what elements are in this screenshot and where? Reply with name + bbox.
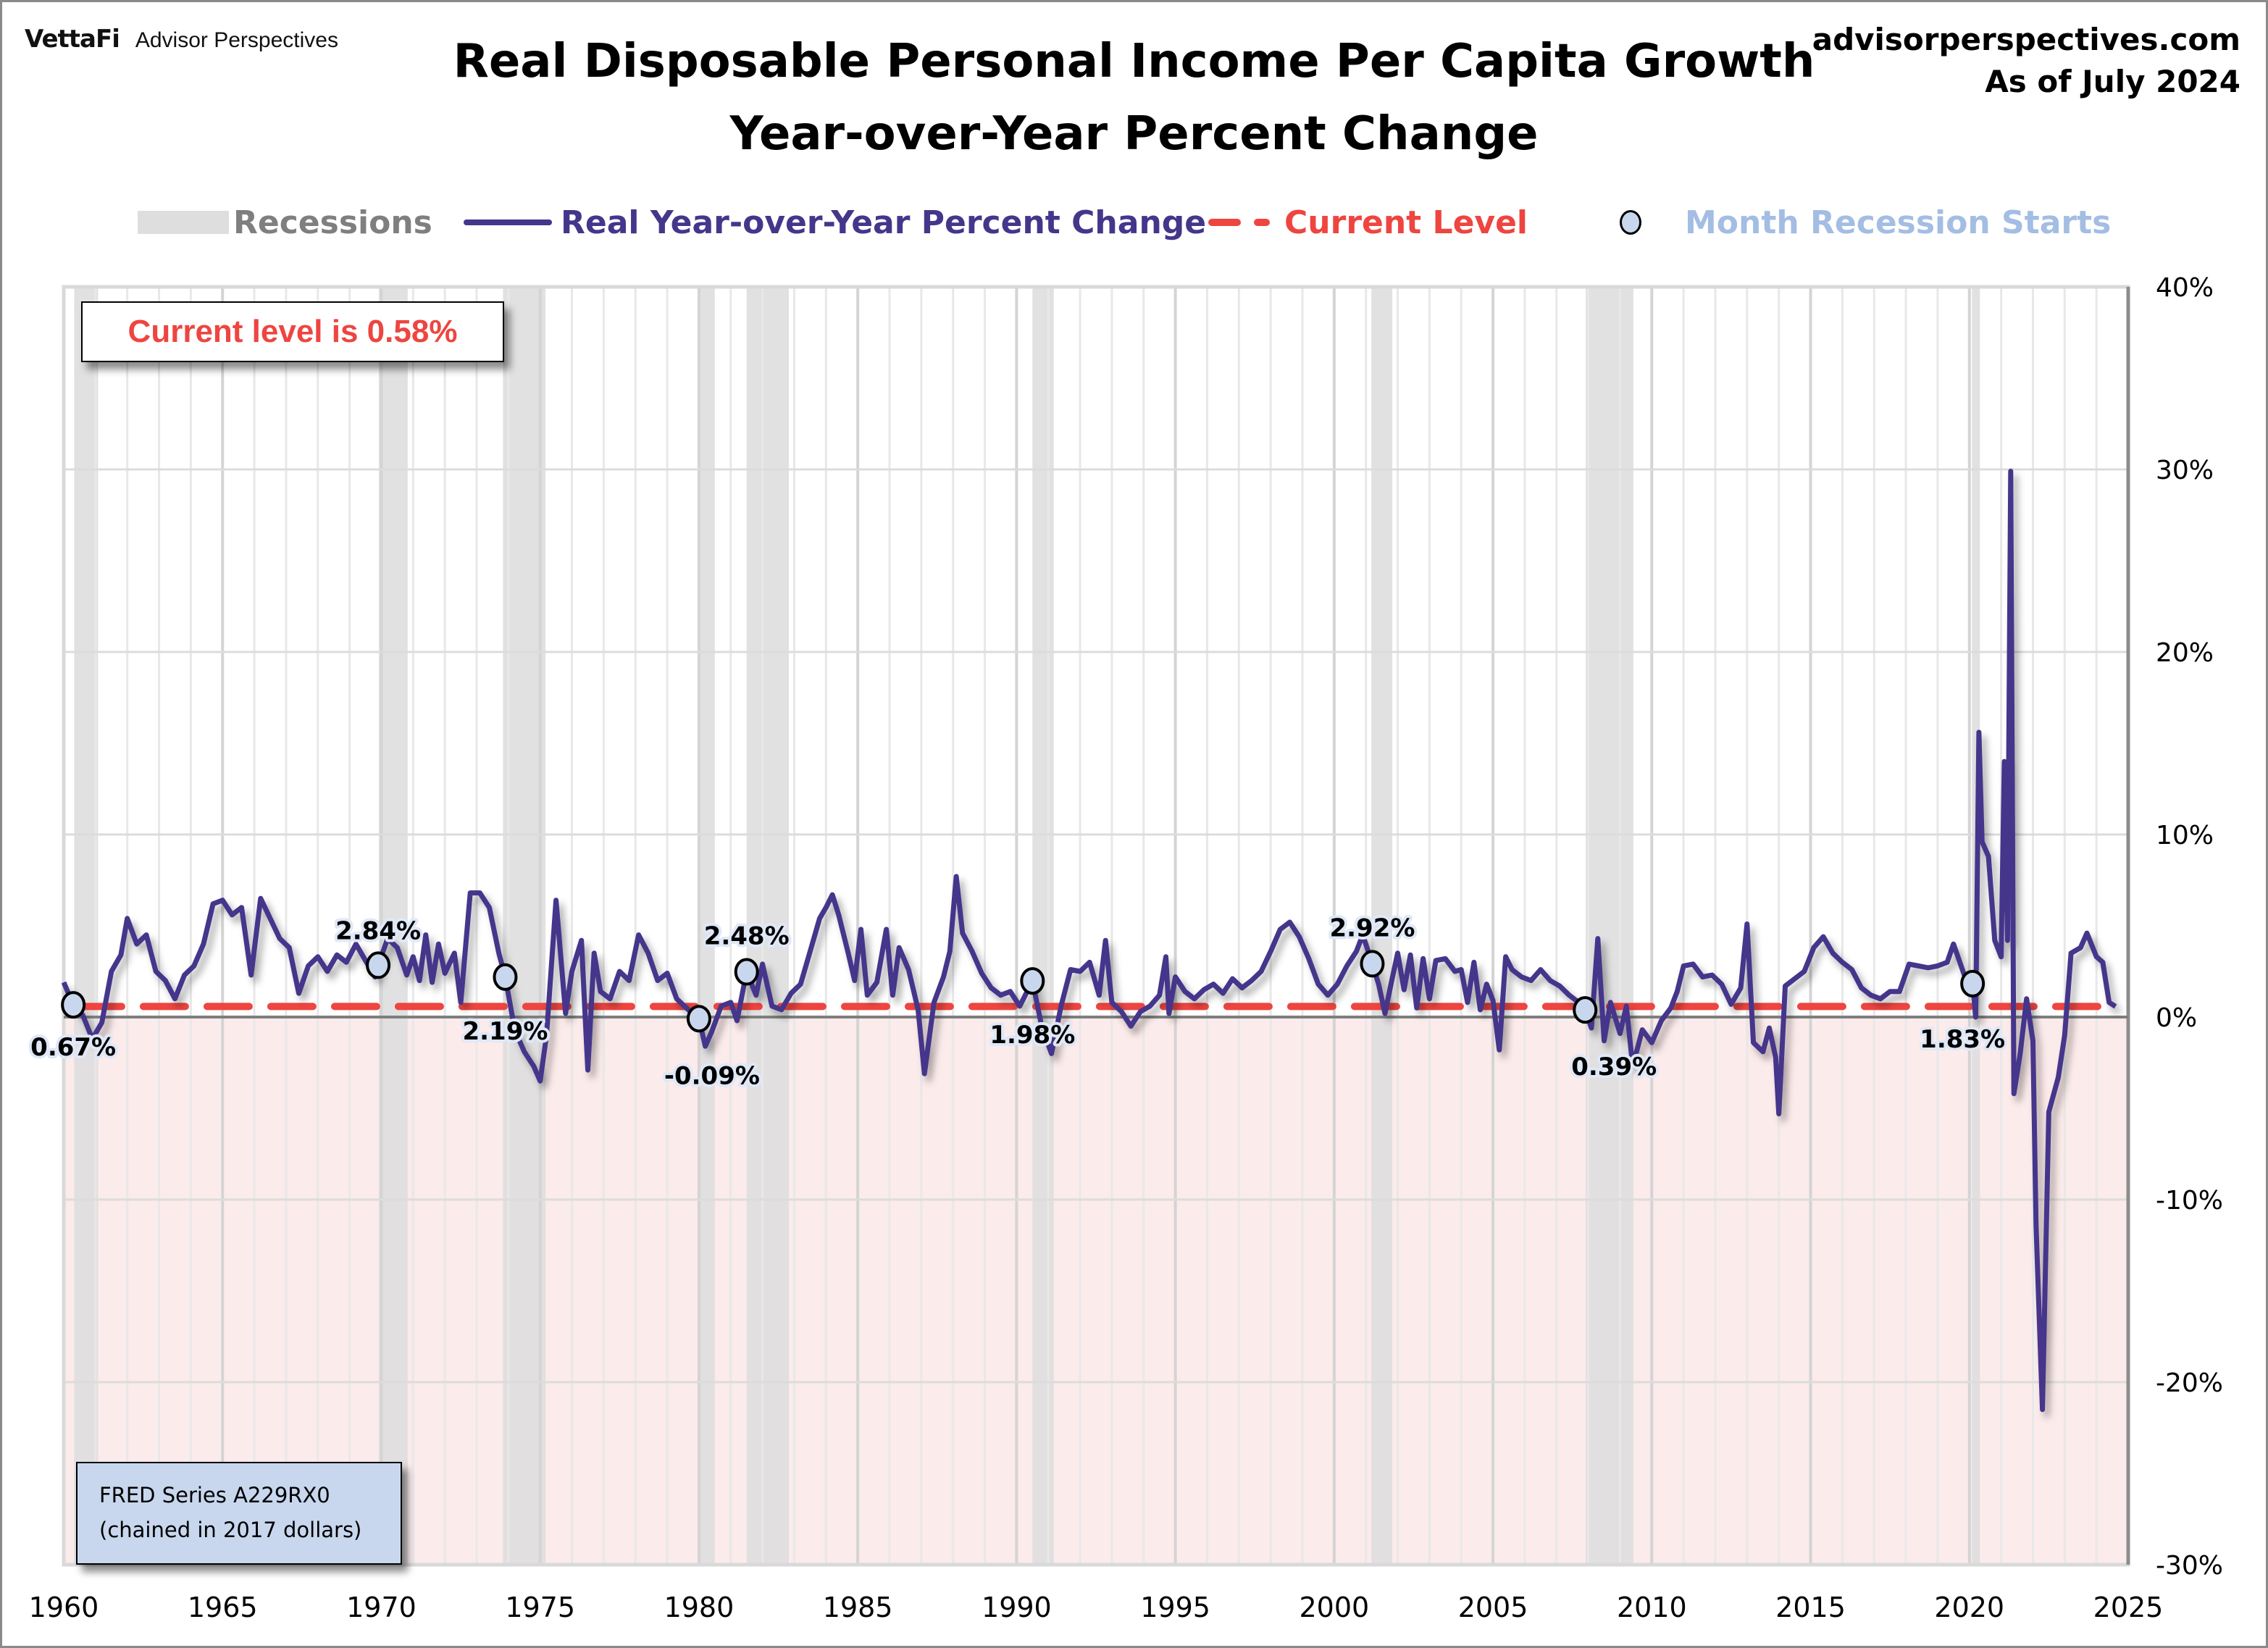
x-tick-label: 2000 <box>1299 1591 1369 1623</box>
recession-start-label: 0.39% <box>1571 1053 1657 1082</box>
recession-start-marker <box>686 1005 711 1033</box>
y-tick-label: -30% <box>2156 1551 2223 1581</box>
x-tick-label: 2020 <box>1934 1591 2004 1623</box>
x-tick-label: 1985 <box>823 1591 893 1623</box>
legend-label-recessions: Recessions <box>233 204 432 241</box>
y-tick-label: -10% <box>2156 1186 2223 1216</box>
y-tick-label: 40% <box>2156 273 2214 303</box>
legend-item-recession-start: Month Recession Starts <box>1620 197 2111 248</box>
x-tick-label: 2005 <box>1458 1591 1528 1623</box>
legend-item-recessions: Recessions <box>138 197 432 248</box>
recession-band <box>503 287 546 1565</box>
site-info: advisorperspectives.com As of July 2024 <box>1812 19 2240 103</box>
recession-band <box>1032 287 1054 1565</box>
legend-swatch-recessions <box>138 211 229 234</box>
recession-start-marker <box>493 963 518 991</box>
x-tick-label: 2015 <box>1775 1591 1846 1623</box>
source-note: FRED Series A229RX0 (chained in 2017 dol… <box>76 1462 402 1565</box>
negative-zone <box>64 1017 2128 1565</box>
legend-label-series: Real Year-over-Year Percent Change <box>561 204 1207 241</box>
recession-start-label: -0.09% <box>664 1061 760 1090</box>
recession-start-marker <box>1020 967 1045 995</box>
legend: Recessions Real Year-over-Year Percent C… <box>0 197 2268 248</box>
recession-start-label: 2.92% <box>1329 913 1415 942</box>
x-tick-label: 1980 <box>664 1591 735 1623</box>
legend-item-current-level: Current Level <box>1208 197 1528 248</box>
site-url: advisorperspectives.com <box>1812 22 2240 57</box>
recession-start-marker <box>61 991 86 1019</box>
x-tick-label: 1970 <box>346 1591 417 1623</box>
legend-swatch-series <box>464 219 552 225</box>
brand-name: Advisor Perspectives <box>135 28 338 52</box>
recession-band <box>746 287 790 1565</box>
as-of-date: As of July 2024 <box>1985 64 2240 99</box>
recession-start-label: 1.83% <box>1920 1025 2005 1054</box>
y-tick-label: 30% <box>2156 456 2214 485</box>
recession-start-marker <box>1960 969 1985 997</box>
recession-start-marker <box>734 958 759 986</box>
chart-subtitle: Year-over-Year Percent Change <box>729 107 1539 161</box>
x-tick-label: 2025 <box>2093 1591 2164 1623</box>
series-line <box>61 469 2117 1413</box>
x-tick-label: 1990 <box>982 1591 1052 1623</box>
x-tick-label: 1965 <box>188 1591 258 1623</box>
x-tick-label: 1975 <box>505 1591 575 1623</box>
recession-start-marker <box>1360 950 1385 978</box>
recession-start-label: 2.84% <box>335 916 421 945</box>
source-series: FRED Series A229RX0 <box>99 1483 330 1507</box>
x-tick-label: 1960 <box>29 1591 99 1623</box>
y-tick-label: 20% <box>2156 638 2214 668</box>
recession-start-label: 0.67% <box>30 1033 116 1062</box>
recession-start-label: 2.48% <box>704 922 790 951</box>
y-tick-label: -20% <box>2156 1368 2223 1398</box>
brand: VettaFi Advisor Perspectives <box>25 25 338 54</box>
recession-band <box>74 287 99 1565</box>
recession-band <box>1371 287 1393 1565</box>
legend-label-current-level: Current Level <box>1284 204 1528 241</box>
legend-label-recession-start: Month Recession Starts <box>1685 204 2112 241</box>
chart-title: Real Disposable Personal Income Per Capi… <box>453 35 1815 88</box>
recession-start-label: 2.19% <box>462 1017 548 1046</box>
recession-start-marker <box>1573 996 1598 1024</box>
legend-swatch-current-level <box>1208 219 1241 226</box>
recession-start-marker <box>366 951 391 979</box>
recession-band <box>378 287 408 1565</box>
current-level-callout: Current level is 0.58% <box>81 301 504 362</box>
recession-start-label: 1.98% <box>989 1021 1075 1050</box>
recession-band <box>1586 287 1633 1565</box>
legend-item-series: Real Year-over-Year Percent Change <box>464 197 1206 248</box>
x-tick-label: 2010 <box>1617 1591 1687 1623</box>
source-units: (chained in 2017 dollars) <box>99 1518 362 1542</box>
x-tick-label: 1995 <box>1140 1591 1210 1623</box>
y-tick-label: 0% <box>2156 1003 2197 1033</box>
legend-marker-circle-icon <box>1620 210 1641 235</box>
legend-swatch-current-level-dash <box>1254 219 1270 226</box>
recession-band <box>698 287 715 1565</box>
vettafi-logo: VettaFi <box>25 25 120 54</box>
y-tick-label: 10% <box>2156 821 2214 850</box>
